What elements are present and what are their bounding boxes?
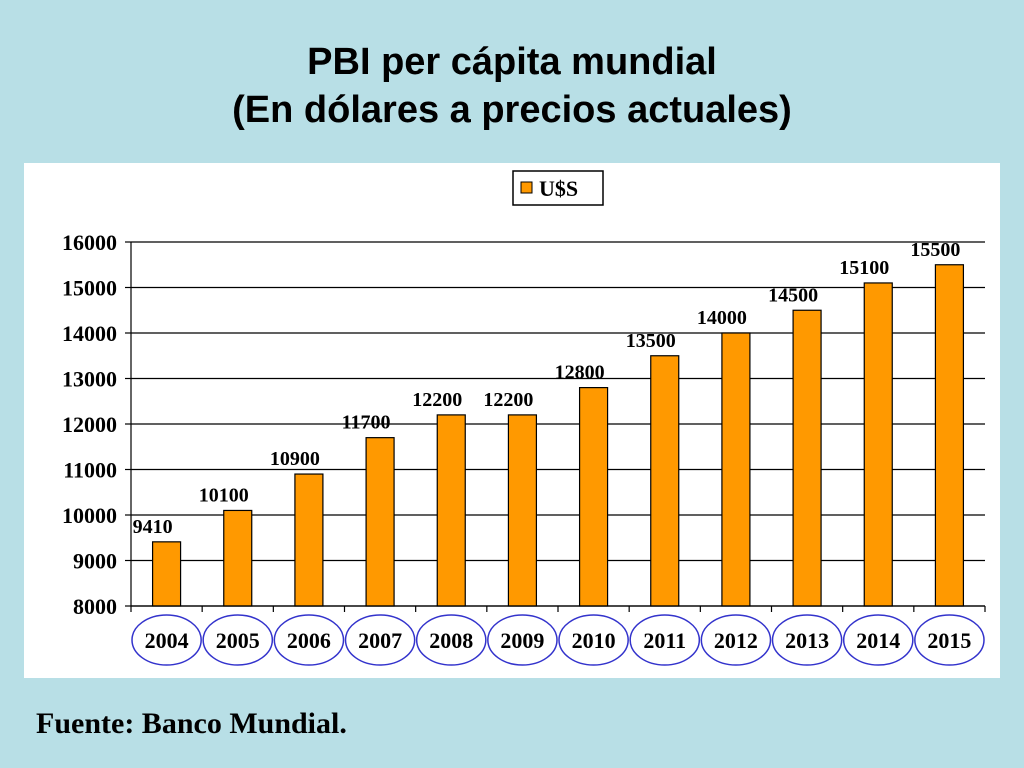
data-label: 12800 xyxy=(555,362,605,384)
source-note: Fuente: Banco Mundial. xyxy=(36,707,347,740)
data-label: 14000 xyxy=(697,307,747,329)
category-highlight-ellipse xyxy=(202,614,274,666)
bar xyxy=(294,473,324,607)
y-tick-label: 12000 xyxy=(62,412,117,437)
bar xyxy=(650,355,680,607)
x-tick-label: 2008 xyxy=(429,628,473,653)
x-tick-label: 2012 xyxy=(714,628,758,653)
x-tick-label: 2014 xyxy=(856,628,900,653)
bar xyxy=(151,541,182,607)
data-label: 13500 xyxy=(626,330,676,352)
x-tick-label: 2013 xyxy=(785,628,829,653)
bar xyxy=(721,332,751,607)
category-highlight-ellipse xyxy=(558,614,629,666)
bar xyxy=(436,414,466,607)
chart-panel: 9410 10100 10900 11700 12200 12200 12800 13500 1… xyxy=(24,163,1000,678)
category-highlight-ellipse xyxy=(700,614,772,666)
bar-chart: 9410 10100 10900 11700 12200 12200 12800 13500 1… xyxy=(62,170,986,666)
data-label: 12200 xyxy=(483,389,533,411)
category-highlight-ellipse xyxy=(771,614,843,666)
category-highlight-ellipse xyxy=(415,614,487,666)
x-tick-label: 2015 xyxy=(927,628,971,653)
category-highlight-ellipse xyxy=(487,614,558,666)
axis-layer: 8000 9000 10000 11000 12000 13000 14000 15000 16… xyxy=(62,230,986,666)
data-label: 12200 xyxy=(412,389,462,411)
x-tick-label: 2004 xyxy=(145,628,189,653)
data-label: 10100 xyxy=(199,484,249,506)
category-highlight-ellipse xyxy=(273,614,345,666)
data-label: 15500 xyxy=(910,239,960,261)
category-highlight-ellipse xyxy=(131,614,202,666)
category-highlight-ellipse xyxy=(629,614,701,666)
y-tick-label: 16000 xyxy=(62,230,117,255)
y-tick-label: 15000 xyxy=(62,276,117,301)
legend-swatch xyxy=(520,181,533,194)
category-highlight-ellipse xyxy=(842,614,914,666)
y-tick-label: 9000 xyxy=(73,549,117,574)
data-label-layer: 9410 10100 10900 11700 12200 12200 12800 13500 1… xyxy=(133,239,961,538)
data-label: 15100 xyxy=(839,257,889,279)
legend-label: U$S xyxy=(539,176,578,201)
y-tick-label: 10000 xyxy=(62,503,117,528)
x-tick-label: 2009 xyxy=(500,628,544,653)
title-line-1: PBI per cápita mundial xyxy=(307,41,717,83)
bar xyxy=(934,264,965,607)
y-tick-label: 11000 xyxy=(63,458,117,483)
title-line-2: (En dólares a precios actuales) xyxy=(232,89,792,131)
data-label: 11700 xyxy=(342,412,391,434)
bar xyxy=(223,509,253,607)
bar-layer xyxy=(151,264,965,607)
bar xyxy=(792,309,822,607)
legend: U$S xyxy=(512,170,604,206)
y-tick-label: 14000 xyxy=(62,321,117,346)
category-highlight-ellipse xyxy=(914,614,985,666)
bar xyxy=(863,282,893,607)
bar xyxy=(365,437,395,607)
slide-title: PBI per cápita mundial (En dólares a pre… xyxy=(0,38,1024,134)
data-label: 9410 xyxy=(133,516,173,538)
data-label: 14500 xyxy=(768,284,818,306)
bar xyxy=(578,387,609,607)
x-tick-label: 2006 xyxy=(287,628,331,653)
x-tick-label: 2011 xyxy=(643,628,686,653)
grid-layer xyxy=(131,241,985,607)
data-label: 10900 xyxy=(270,448,320,470)
y-tick-label: 8000 xyxy=(73,594,117,619)
category-highlight-ellipse xyxy=(344,614,416,666)
x-tick-label: 2010 xyxy=(572,628,616,653)
x-tick-label: 2005 xyxy=(216,628,260,653)
y-tick-label: 13000 xyxy=(62,367,117,392)
x-tick-label: 2007 xyxy=(358,628,402,653)
bar xyxy=(507,414,538,607)
